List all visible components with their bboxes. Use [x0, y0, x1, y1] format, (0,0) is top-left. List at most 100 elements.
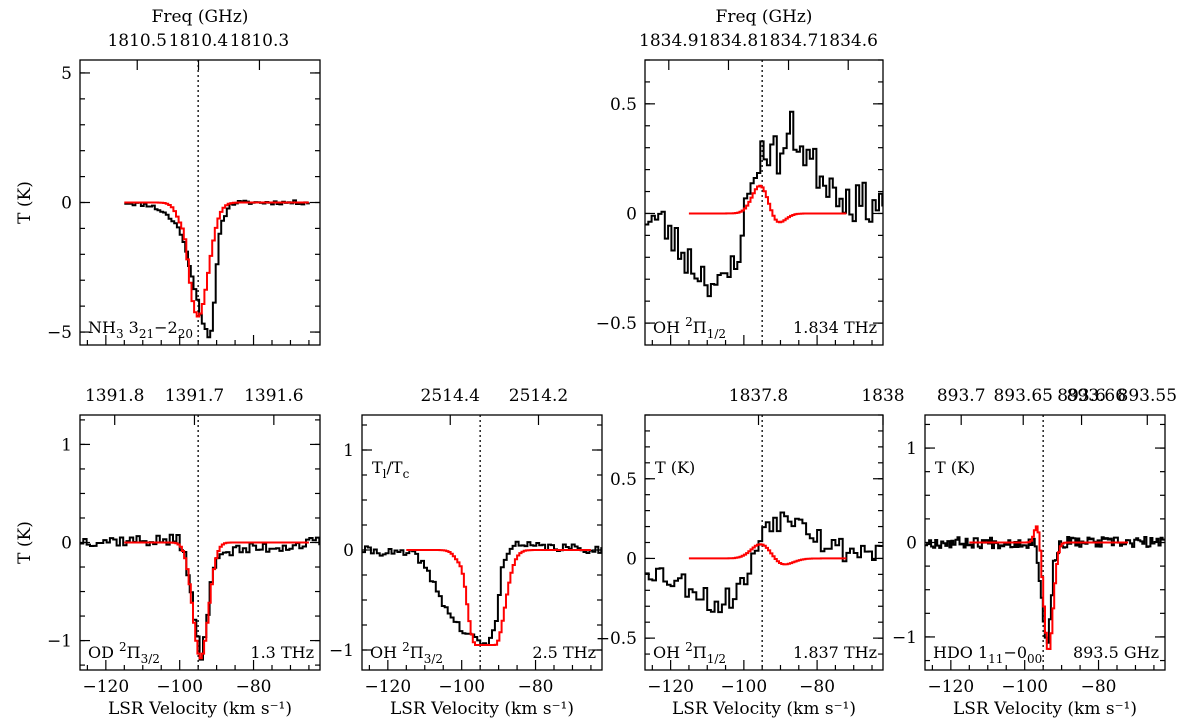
model-spectrum [124, 541, 309, 660]
observed-spectrum [362, 540, 602, 646]
observed-spectrum [124, 199, 310, 339]
species-label-part: OD [88, 643, 119, 662]
species-label-part: 11 [988, 652, 1003, 666]
species-label: OD 2Π3/2 [88, 640, 160, 666]
intensity-unit-label-part: c [403, 467, 410, 481]
freq-axis-title: Freq (GHz) [716, 7, 813, 27]
x-axis-title: LSR Velocity (km s⁻¹) [672, 699, 856, 719]
species-label-part: HDO 1 [933, 643, 988, 662]
species-label-part: 2 [119, 640, 127, 654]
intensity-unit-label: T (K) [935, 458, 975, 477]
intensity-unit-label-part: /T [387, 458, 403, 477]
x-tick-label: −120 [927, 677, 974, 697]
species-label-part: 1/2 [707, 652, 726, 666]
species-label: NH3 321−220 [88, 318, 193, 341]
x-axis-title: LSR Velocity (km s⁻¹) [953, 699, 1137, 719]
species-label-part: 3/2 [424, 652, 443, 666]
intensity-unit-label: T (K) [655, 458, 695, 477]
species-label-part: Π [410, 643, 424, 662]
y-tick-label: 0 [61, 194, 72, 214]
intensity-unit-label-part: T (K) [655, 458, 695, 477]
y-tick-label: 0 [626, 549, 637, 569]
species-label: OH 2Π3/2 [370, 640, 443, 666]
y-tick-label: −1 [47, 632, 72, 652]
species-label-part: 00 [1027, 652, 1042, 666]
freq-tick-label: 1810.5 [107, 31, 166, 51]
y-tick-label: 0 [626, 204, 637, 224]
y-tick-label: −5 [47, 323, 72, 343]
species-label-part: −2 [154, 318, 178, 337]
species-label-part: OH [653, 643, 685, 662]
y-tick-label: −1 [892, 628, 917, 648]
freq-tick-label: 893.65 [993, 386, 1052, 406]
observed-spectrum [645, 110, 883, 298]
species-label-part: 3 [116, 327, 124, 341]
x-axis-title: LSR Velocity (km s⁻¹) [108, 699, 292, 719]
freq-tick-label: 1391.6 [244, 386, 303, 406]
y-tick-label: 0 [343, 541, 354, 561]
freq-tick-label: 1834.7 [759, 31, 818, 51]
freq-tick-label-overlap: 893.66 [1067, 386, 1126, 406]
y-tick-label: 0 [906, 534, 917, 554]
x-tick-label: −80 [799, 677, 835, 697]
freq-tick-label: 1834.6 [818, 31, 877, 51]
y-tick-label: −0.5 [596, 629, 637, 649]
freq-tick-label: 1834.9 [639, 31, 698, 51]
panel-oh1837: 0.5 0 −0.5 −120 −100 −80 1837.8 1838 LSR Velocit… [596, 386, 905, 719]
species-label-part: OH [370, 643, 402, 662]
species-label: OH 2Π1/2 [653, 640, 726, 666]
y-tick-label: 0 [61, 534, 72, 554]
freq-tick-label: 1834.8 [699, 31, 758, 51]
species-label-part: 2 [685, 640, 693, 654]
freq-tick-label: 893.7 [937, 386, 986, 406]
y-axis-title: T (K) [15, 181, 35, 224]
species-label-part: Π [127, 643, 141, 662]
frequency-label: 893.5 GHz [1073, 643, 1159, 662]
y-tick-label: −1 [329, 641, 354, 661]
species-label-part: −0 [1003, 643, 1027, 662]
freq-tick-label: 2514.4 [421, 386, 480, 406]
plot-frame [644, 414, 884, 671]
x-tick-label: −120 [82, 677, 129, 697]
intensity-unit-label-part: l [383, 467, 387, 481]
x-tick-label: −100 [156, 677, 203, 697]
model-spectrum [688, 543, 847, 566]
x-axis-title: LSR Velocity (km s⁻¹) [390, 699, 574, 719]
freq-tick-label: 1837.8 [729, 386, 788, 406]
species-label-part: Π [693, 318, 707, 337]
panel-od: 1 0 −1 −120 −100 −80 1391.8 1391.7 1391.6 LSR Vel… [15, 386, 321, 719]
y-tick-label: 0.5 [610, 470, 637, 490]
species-label-part: 2 [685, 315, 693, 329]
freq-tick-label: 1810.4 [169, 31, 228, 51]
freq-tick-label: 2514.2 [509, 386, 568, 406]
x-tick-label: −120 [647, 677, 694, 697]
y-tick-label: 1 [343, 441, 354, 461]
y-tick-label: 0.5 [610, 95, 637, 115]
observed-spectrum [80, 533, 320, 661]
species-label: HDO 111−000 [933, 643, 1042, 666]
species-label-part: 20 [178, 327, 193, 341]
species-label-part: 2 [402, 640, 410, 654]
intensity-unit-label-part: T (K) [935, 458, 975, 477]
x-tick-label: −80 [1081, 677, 1117, 697]
model-spectrum [688, 184, 847, 224]
y-tick-label: 1 [906, 439, 917, 459]
freq-tick-label: 893.6 [1057, 386, 1106, 406]
x-tick-label: −100 [1001, 677, 1048, 697]
x-tick-label: −80 [236, 677, 272, 697]
intensity-unit-label-part: T [372, 458, 383, 477]
frequency-label: 1.3 THz [250, 643, 314, 662]
freq-tick-label: 1391.7 [165, 386, 224, 406]
y-tick-label: 1 [61, 435, 72, 455]
y-tick-label: 5 [61, 64, 72, 84]
freq-tick-label: 1810.3 [230, 31, 289, 51]
species-label: OH 2Π1/2 [653, 315, 726, 341]
freq-tick-label: 893.55 [1118, 386, 1177, 406]
x-tick-label: −100 [438, 677, 485, 697]
freq-tick-label: 1391.8 [85, 386, 144, 406]
y-axis-title: T (K) [15, 521, 35, 564]
frequency-label: 1.834 THz [793, 318, 877, 337]
